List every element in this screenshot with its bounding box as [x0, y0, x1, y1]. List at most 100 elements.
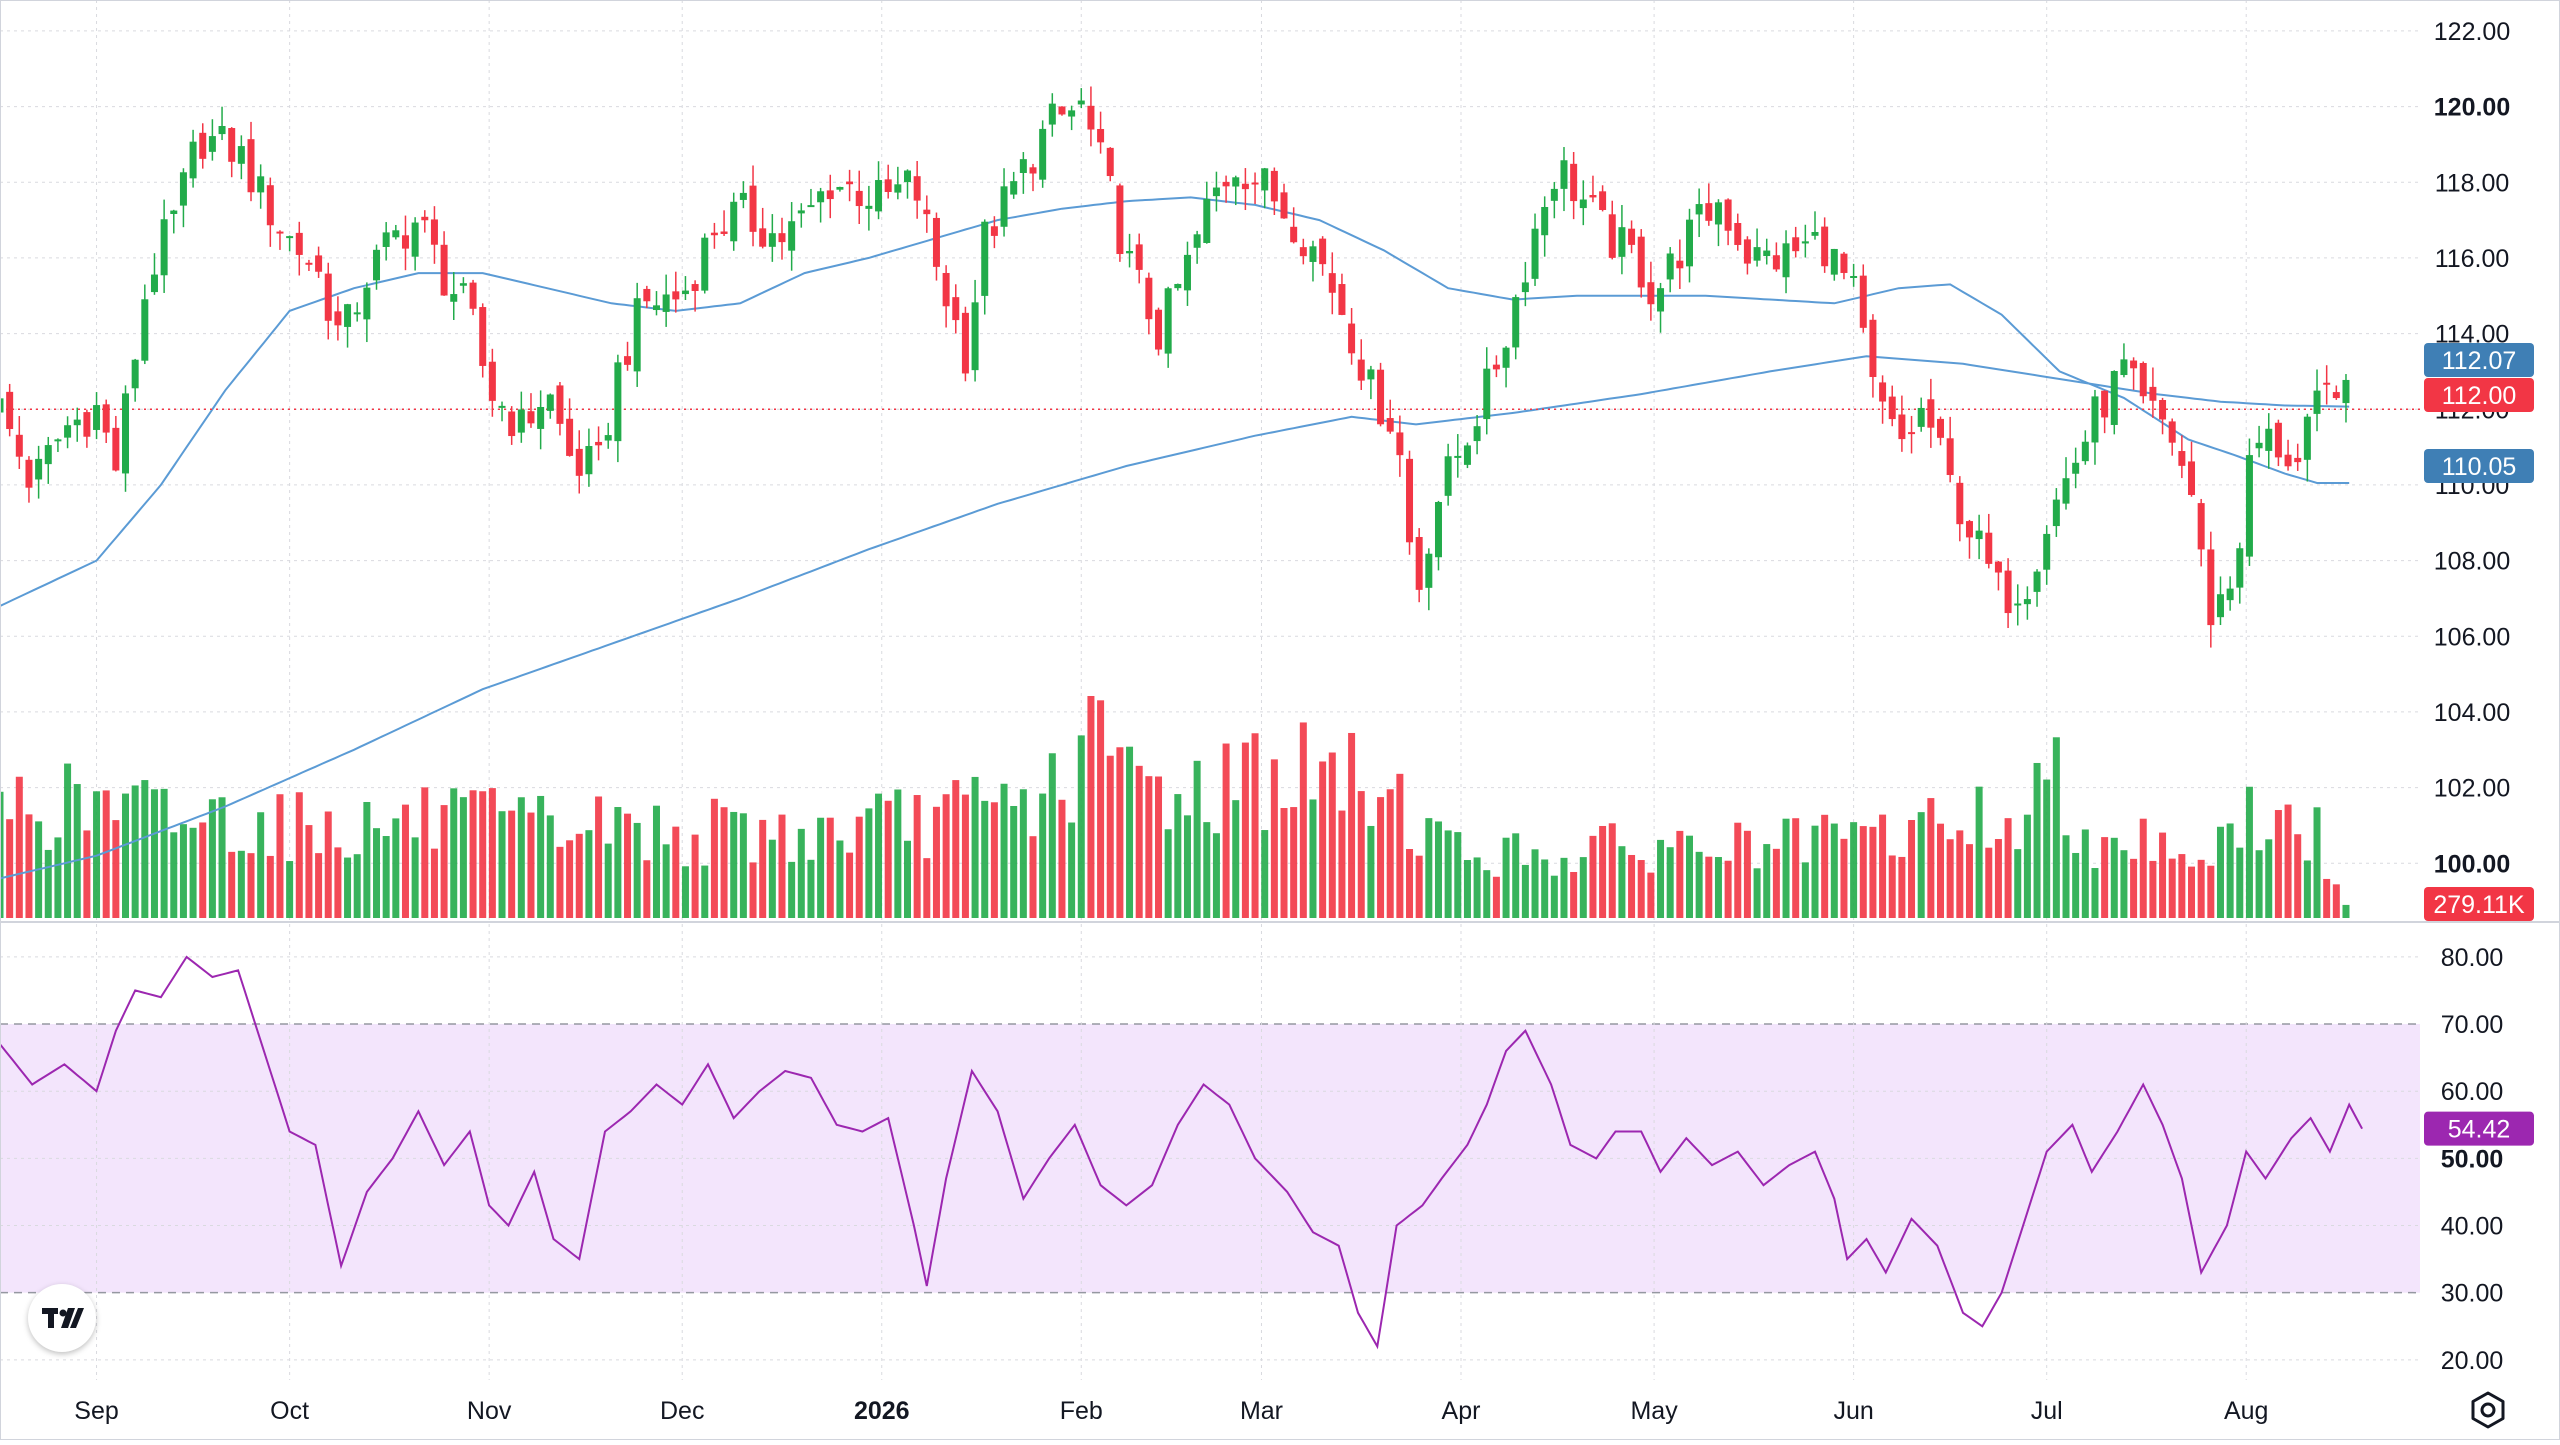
- volume-bar: [1406, 849, 1414, 918]
- tradingview-logo-icon: [42, 1308, 84, 1328]
- candle-body: [2062, 478, 2070, 504]
- chart-settings-button[interactable]: [2468, 1390, 2508, 1430]
- candle-body: [1406, 458, 1414, 543]
- volume-bar: [2226, 823, 2234, 918]
- volume-bar: [1985, 847, 1993, 918]
- candle-body: [25, 459, 33, 488]
- candle-body: [1888, 396, 1896, 420]
- volume-bar: [1483, 870, 1491, 918]
- volume-bar: [73, 784, 81, 918]
- volume-bar: [990, 802, 998, 918]
- volume-bar: [1116, 747, 1124, 918]
- rsi-value-badge-background: [2424, 1111, 2534, 1146]
- candle-body: [701, 237, 709, 291]
- candle-body: [2033, 571, 2041, 592]
- time-axis-label: Feb: [1060, 1397, 1103, 1425]
- candle-body: [2168, 421, 2176, 443]
- volume-bar: [2062, 835, 2070, 918]
- volume-bar: [430, 848, 438, 918]
- volume-bar: [488, 788, 496, 918]
- volume-bar: [1232, 800, 1240, 918]
- volume-bar: [1792, 818, 1800, 918]
- candle-body: [527, 411, 535, 424]
- candle-body: [1859, 275, 1867, 328]
- volume-bar: [817, 817, 825, 918]
- tradingview-logo-button[interactable]: [28, 1284, 96, 1352]
- volume-bar: [2101, 837, 2109, 918]
- candle-body: [1685, 219, 1693, 267]
- volume-bar: [1164, 829, 1172, 918]
- volume-bar: [1541, 859, 1549, 918]
- candle-body: [363, 287, 371, 320]
- volume-bar: [2130, 858, 2138, 918]
- candle-body: [826, 190, 834, 200]
- volume-bar: [604, 843, 612, 918]
- candle-body: [2303, 416, 2311, 460]
- volume-bar: [875, 793, 883, 918]
- volume-bar: [1126, 746, 1134, 918]
- candle-body: [990, 226, 998, 236]
- volume-bar: [720, 807, 728, 918]
- candle-body: [1174, 283, 1182, 289]
- candle-body: [315, 255, 323, 272]
- candle-body: [1444, 456, 1452, 496]
- candle-body: [1821, 226, 1829, 267]
- volume-bar: [1367, 825, 1375, 918]
- candle-body: [2091, 396, 2099, 443]
- volume-bar: [1840, 838, 1848, 918]
- volume-bar: [2323, 878, 2331, 918]
- candle-body: [961, 312, 969, 374]
- candle-body: [54, 439, 62, 442]
- candle-body: [1714, 202, 1722, 225]
- volume-bar: [614, 807, 622, 918]
- volume-bars: [0, 696, 2350, 918]
- volume-bar: [1338, 810, 1346, 918]
- volume-bar: [1029, 836, 1037, 918]
- candle-body: [6, 391, 14, 430]
- candle-body: [1087, 105, 1095, 130]
- candle-body: [1463, 445, 1471, 465]
- volume-bar: [508, 810, 516, 918]
- volume-bar: [1299, 722, 1307, 918]
- volume-bar: [1589, 835, 1597, 918]
- candle-body: [1879, 382, 1887, 402]
- price-axis-label: 102.00: [2434, 775, 2510, 803]
- volume-bar: [1618, 846, 1626, 918]
- volume-bar: [1772, 848, 1780, 918]
- candle-body: [2342, 379, 2350, 404]
- volume-bar: [1859, 826, 1867, 918]
- candle-body: [923, 209, 931, 215]
- rsi-value-badge: 54.42: [2448, 1116, 2511, 1144]
- volume-bar: [286, 861, 294, 918]
- candle-body: [788, 221, 796, 251]
- candle-body: [575, 448, 583, 476]
- candle-body: [1579, 199, 1587, 209]
- candle-body: [257, 176, 265, 193]
- volume-bar: [1097, 700, 1105, 918]
- volume-bar: [2216, 826, 2224, 918]
- candle-body: [797, 210, 805, 214]
- volume-bar: [208, 799, 216, 918]
- rsi-axis-label: 40.00: [2441, 1213, 2504, 1241]
- candle-body: [1097, 128, 1105, 143]
- last-price-badge: 112.00: [2442, 382, 2517, 410]
- candle-body: [691, 284, 699, 291]
- volume-bar: [1222, 743, 1230, 918]
- volume-bar: [1019, 789, 1027, 918]
- volume-bar: [401, 804, 409, 918]
- candle-body: [1994, 561, 2002, 573]
- volume-bar: [865, 808, 873, 918]
- candle-body: [855, 190, 863, 207]
- volume-bar: [595, 796, 603, 918]
- candle-body: [324, 273, 332, 321]
- volume-bar: [1888, 855, 1896, 918]
- time-axis-label: Mar: [1240, 1397, 1283, 1425]
- volume-bar: [932, 806, 940, 918]
- candle-body: [604, 435, 612, 441]
- volume-bar: [807, 859, 815, 918]
- candle-body: [1695, 204, 1703, 215]
- candle-body: [2023, 599, 2031, 605]
- candle-body: [1676, 260, 1684, 269]
- candle-body: [913, 176, 921, 201]
